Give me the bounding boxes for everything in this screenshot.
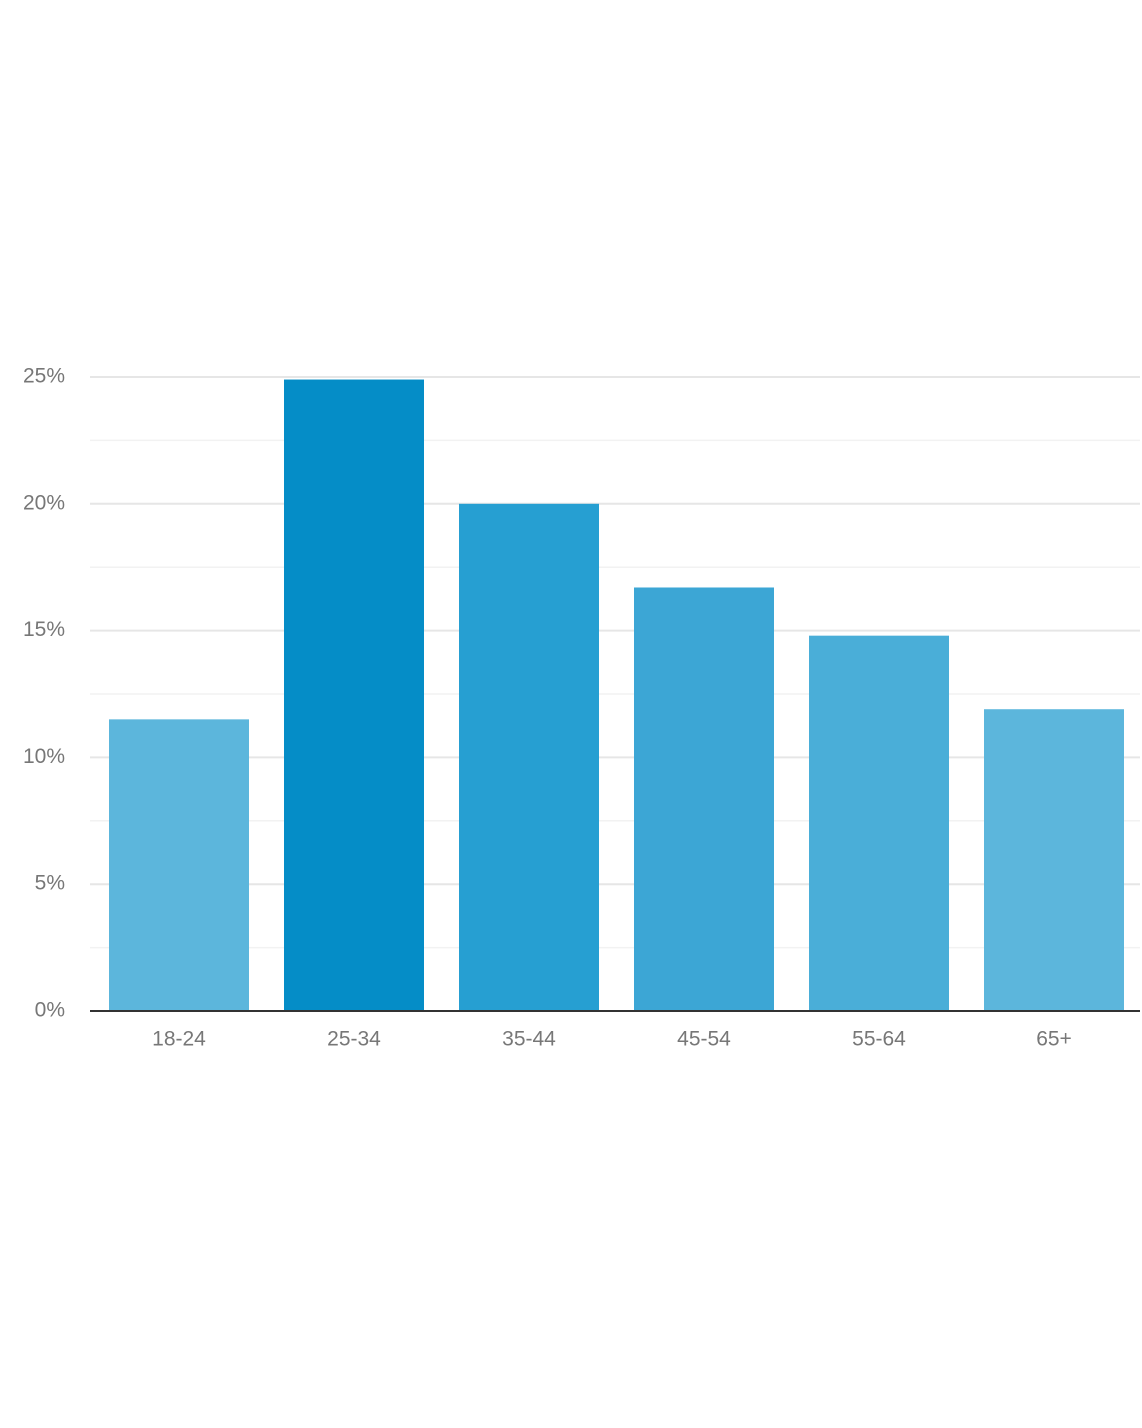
y-tick-label: 25% xyxy=(23,365,65,388)
y-tick-label: 10% xyxy=(23,745,65,768)
y-tick-label: 15% xyxy=(23,618,65,641)
x-tick-label: 18-24 xyxy=(152,1028,206,1051)
bar xyxy=(634,587,774,1011)
x-tick-label: 35-44 xyxy=(502,1028,556,1051)
y-tick-label: 5% xyxy=(35,872,65,895)
bar xyxy=(809,635,949,1011)
bar xyxy=(284,379,424,1011)
bar xyxy=(984,709,1124,1011)
x-tick-label: 25-34 xyxy=(327,1028,381,1051)
bar xyxy=(459,503,599,1011)
x-tick-label: 45-54 xyxy=(677,1028,731,1051)
y-tick-label: 20% xyxy=(23,491,65,514)
x-tick-label: 65+ xyxy=(1036,1028,1072,1051)
x-tick-label: 55-64 xyxy=(852,1028,906,1051)
y-tick-label: 0% xyxy=(35,999,65,1022)
bar xyxy=(109,719,249,1011)
